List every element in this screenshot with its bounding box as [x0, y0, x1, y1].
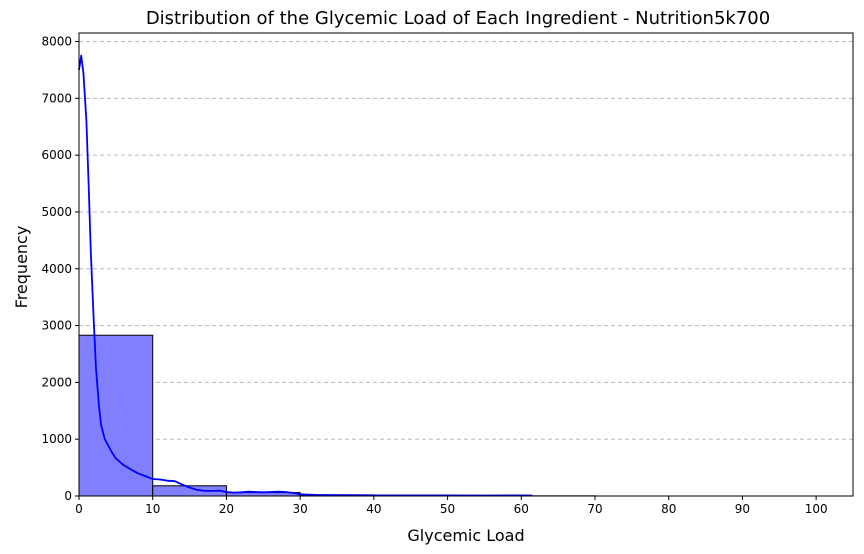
- x-tick-label: 40: [366, 502, 381, 516]
- histogram-bars: [78, 334, 596, 497]
- x-tick-label: 20: [219, 502, 234, 516]
- x-tick-label: 80: [661, 502, 676, 516]
- chart-title: Distribution of the Glycemic Load of Eac…: [146, 8, 770, 29]
- histogram-bar: [78, 334, 154, 497]
- x-axis-ticks: 0 10 20 30 40 50 60 70 80 90 100: [75, 496, 828, 516]
- plot-frame: [78, 32, 854, 497]
- x-tick-label: 50: [440, 502, 455, 516]
- x-tick-label: 70: [587, 502, 602, 516]
- x-tick-label: 100: [805, 502, 828, 516]
- x-tick-label: 90: [735, 502, 750, 516]
- x-tick-label: 60: [514, 502, 529, 516]
- y-axis-ticks: 0 1000 2000 3000 4000 5000 6000 7000 8000: [41, 35, 79, 503]
- y-tick-label: 6000: [41, 148, 72, 162]
- y-tick-label: 2000: [41, 375, 72, 389]
- y-gridlines: [79, 41, 853, 497]
- x-axis-label: Glycemic Load: [407, 526, 524, 545]
- y-tick-label: 8000: [41, 35, 72, 49]
- y-tick-label: 5000: [41, 205, 72, 219]
- x-tick-label: 10: [145, 502, 160, 516]
- y-tick-label: 3000: [41, 319, 72, 333]
- y-tick-label: 1000: [41, 432, 72, 446]
- x-tick-label: 0: [75, 502, 83, 516]
- kde-curve: [78, 54, 533, 497]
- y-tick-label: 7000: [41, 91, 72, 105]
- y-tick-label: 4000: [41, 262, 72, 276]
- kde-curve-group: [78, 54, 533, 497]
- x-tick-label: 30: [293, 502, 308, 516]
- y-tick-label: 0: [64, 489, 72, 503]
- y-axis-label: Frequency: [12, 226, 31, 309]
